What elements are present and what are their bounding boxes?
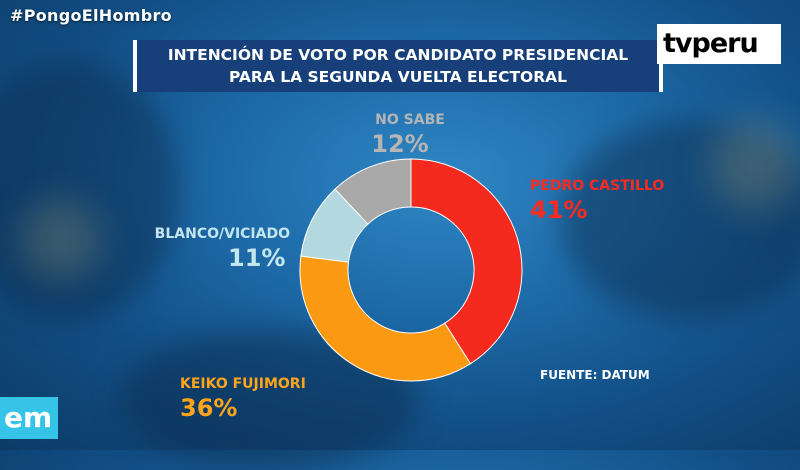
donut-labels: PEDRO CASTILLO 41% KEIKO FUJIMORI 36% BLANCO…	[155, 112, 665, 422]
slice-value-pedro-castillo: 41%	[530, 196, 587, 224]
slice-label-keiko-fujimori: KEIKO FUJIMORI	[180, 376, 306, 392]
background-glow	[20, 200, 100, 280]
background-landmass	[0, 60, 180, 320]
donut-chart: PEDRO CASTILLO 41% KEIKO FUJIMORI 36% BLANCO…	[155, 112, 665, 422]
slice-label-no-sabe: NO SABE	[375, 112, 445, 128]
chart-title-line-2: PARA LA SEGUNDA VUELTA ELECTORAL	[228, 68, 568, 86]
source-note: FUENTE: DATUM	[540, 368, 650, 382]
donut-slice-keiko-fujimori	[299, 255, 472, 382]
chart-title-banner: INTENCIÓN DE VOTO POR CANDIDATO PRESIDEN…	[133, 40, 663, 92]
slice-value-blanco-viciado: 11%	[228, 244, 285, 272]
donut-slices	[299, 158, 523, 382]
em-logo: em	[0, 397, 58, 439]
tvperu-logo: tvperu	[657, 24, 781, 64]
slice-label-blanco-viciado: BLANCO/VICIADO	[155, 226, 290, 242]
background-landmass	[560, 120, 800, 320]
slice-value-keiko-fujimori: 36%	[180, 394, 237, 422]
background-glow	[710, 120, 800, 210]
slice-label-pedro-castillo: PEDRO CASTILLO	[530, 178, 664, 194]
slice-value-no-sabe: 12%	[371, 130, 428, 158]
donut-slice-pedro-castillo	[410, 158, 523, 365]
hashtag: #PongoElHombro	[10, 6, 172, 25]
chart-title-line-1: INTENCIÓN DE VOTO POR CANDIDATO PRESIDEN…	[167, 46, 629, 64]
donut-slice-no-sabe	[334, 158, 412, 225]
